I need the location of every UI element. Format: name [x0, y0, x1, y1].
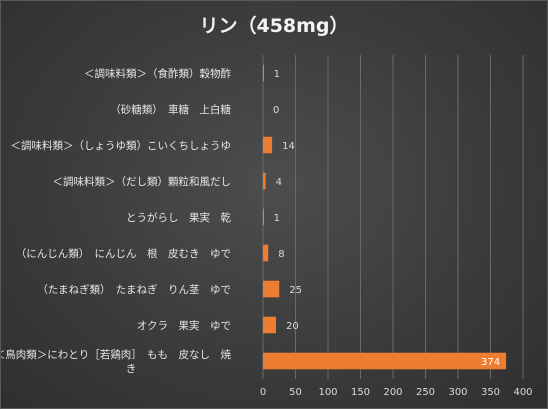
- category-label: ＜調味料類＞（しょうゆ類）こいくちしょうゆ: [11, 139, 232, 152]
- data-label: 1: [274, 69, 280, 80]
- bar: [263, 316, 276, 334]
- data-label: 374: [481, 357, 500, 368]
- category-label: ＜調味料類＞（だし類）顆粒和風だし: [53, 175, 232, 188]
- bar: [263, 280, 280, 298]
- data-label: 0: [273, 105, 279, 116]
- category-label: ＜鳥肉類＞にわとり［若鶏肉］ もも 皮なし 焼: [1, 348, 231, 361]
- x-tick-label: 250: [416, 387, 435, 398]
- bar: [263, 172, 266, 190]
- bar: [263, 64, 264, 82]
- category-label: オクラ 果実 ゆで: [137, 319, 231, 332]
- data-label: 1: [274, 213, 280, 224]
- data-label: 25: [289, 285, 302, 296]
- category-label: き: [126, 363, 137, 375]
- x-tick-label: 200: [383, 387, 402, 398]
- data-label: 14: [282, 141, 295, 152]
- category-label: （にんじん類） にんじん 根 皮むき ゆで: [16, 247, 231, 260]
- chart-title: リン（458mg）: [199, 15, 349, 37]
- category-label: （たまねぎ類） たまねぎ りん茎 ゆで: [37, 283, 231, 296]
- category-label: ＜調味料類＞（食酢類）穀物酢: [84, 67, 231, 80]
- bar: [263, 352, 507, 370]
- category-label: （砂糖類） 車糖 上白糖: [110, 103, 231, 116]
- x-tick-label: 150: [351, 387, 370, 398]
- data-label: 4: [276, 177, 282, 188]
- data-label: 8: [278, 249, 284, 260]
- bar: [263, 244, 269, 262]
- bar: [263, 208, 264, 226]
- x-tick-label: 400: [513, 387, 532, 398]
- data-label: 20: [286, 321, 299, 332]
- x-tick-label: 0: [260, 387, 266, 398]
- x-tick-label: 350: [481, 387, 500, 398]
- x-tick-label: 100: [318, 387, 337, 398]
- x-tick-label: 300: [448, 387, 467, 398]
- x-tick-label: 50: [289, 387, 302, 398]
- category-label: とうがらし 果実 乾: [126, 211, 231, 224]
- bar: [263, 136, 273, 154]
